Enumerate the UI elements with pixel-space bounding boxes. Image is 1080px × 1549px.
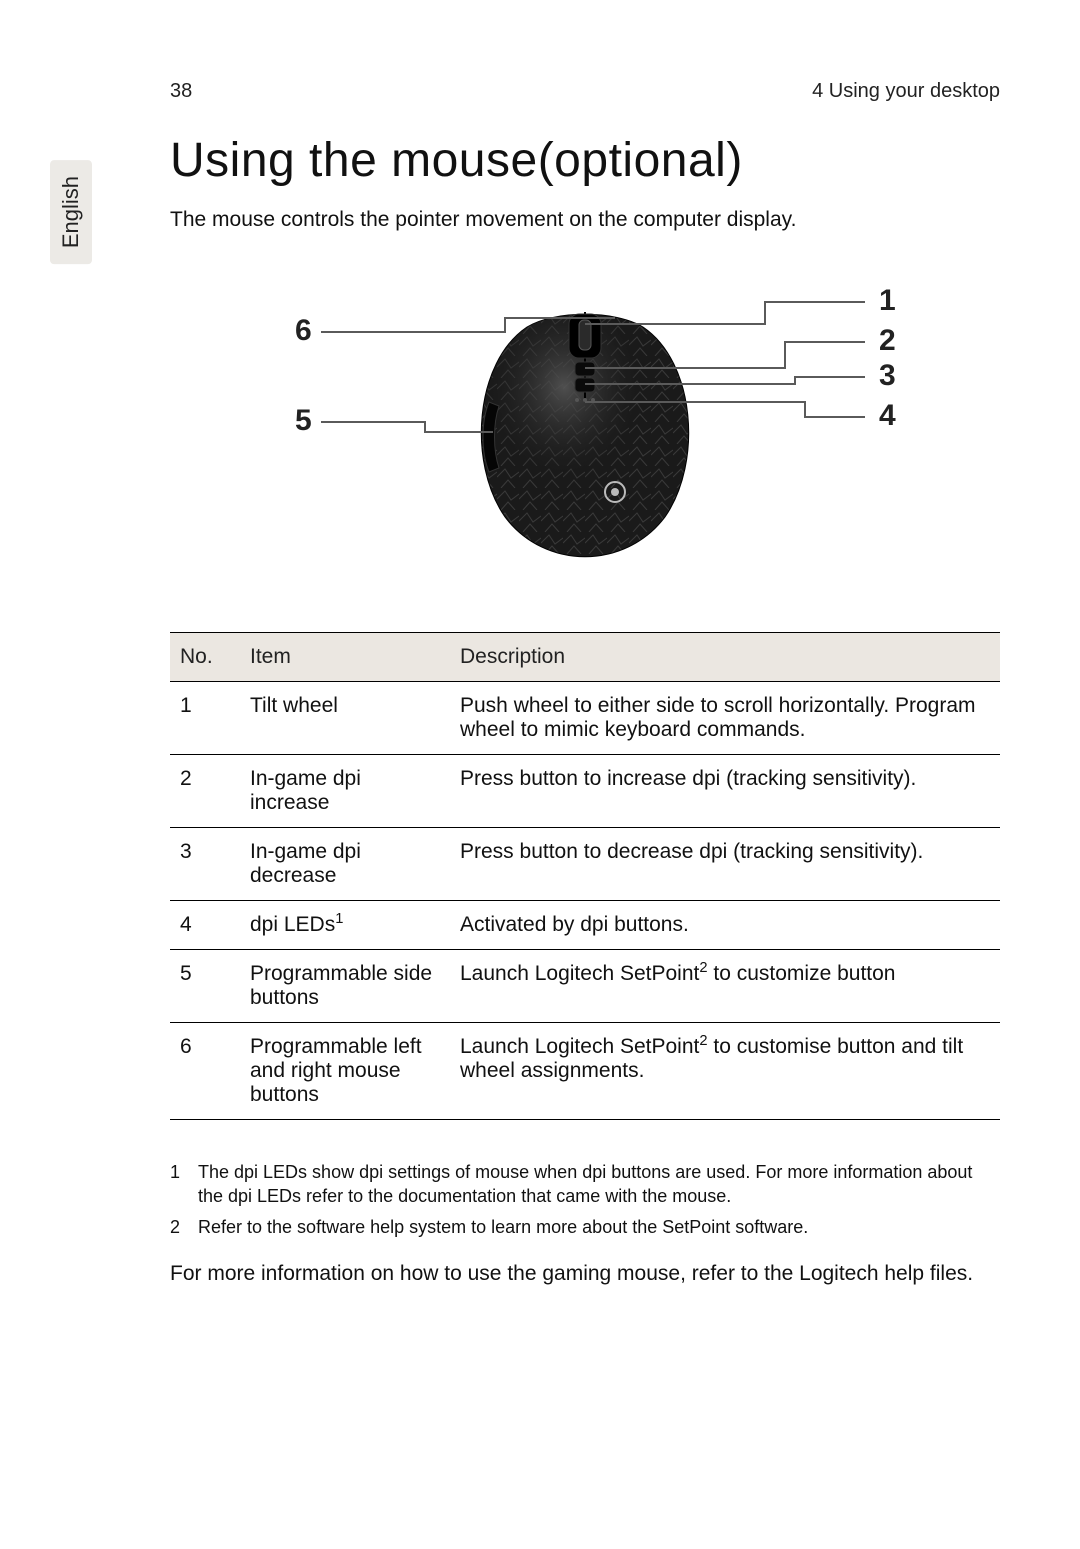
footnote-text: The dpi LEDs show dpi settings of mouse …	[198, 1160, 1000, 1209]
footnote: 2 Refer to the software help system to le…	[170, 1215, 1000, 1239]
cell-desc: Launch Logitech SetPoint2 to customize b…	[450, 950, 1000, 1023]
cell-no: 1	[170, 682, 240, 755]
table-row: 4dpi LEDs1Activated by dpi buttons.	[170, 901, 1000, 950]
cell-no: 6	[170, 1023, 240, 1120]
cell-desc: Launch Logitech SetPoint2 to customise b…	[450, 1023, 1000, 1120]
closing-text: For more information on how to use the g…	[170, 1259, 1000, 1288]
cell-item: Programmable side buttons	[240, 950, 450, 1023]
svg-text:2: 2	[879, 324, 896, 357]
cell-no: 4	[170, 901, 240, 950]
footnote-number: 1	[170, 1160, 188, 1209]
svg-text:5: 5	[295, 404, 312, 437]
cell-item: Programmable left and right mouse button…	[240, 1023, 450, 1120]
table-row: 5Programmable side buttonsLaunch Logitec…	[170, 950, 1000, 1023]
table-header-row: No. Item Description	[170, 633, 1000, 682]
cell-no: 3	[170, 828, 240, 901]
intro-text: The mouse controls the pointer movement …	[170, 208, 1000, 232]
table-row: 2In-game dpi increasePress button to inc…	[170, 755, 1000, 828]
cell-item: dpi LEDs1	[240, 901, 450, 950]
table-row: 6Programmable left and right mouse butto…	[170, 1023, 1000, 1120]
cell-no: 5	[170, 950, 240, 1023]
footnote-number: 2	[170, 1215, 188, 1239]
svg-text:4: 4	[879, 399, 896, 432]
footnote-text: Refer to the software help system to lea…	[198, 1215, 808, 1239]
col-header-desc: Description	[450, 633, 1000, 682]
mouse-diagram: 1 23 4 6 5	[170, 272, 1000, 572]
svg-text:1: 1	[879, 284, 896, 317]
footnote: 1The dpi LEDs show dpi settings of mouse…	[170, 1160, 1000, 1209]
cell-desc: Press button to decrease dpi (tracking s…	[450, 828, 1000, 901]
cell-desc: Press button to increase dpi (tracking s…	[450, 755, 1000, 828]
col-header-no: No.	[170, 633, 240, 682]
footnotes: 1The dpi LEDs show dpi settings of mouse…	[170, 1160, 1000, 1239]
cell-desc: Activated by dpi buttons.	[450, 901, 1000, 950]
chapter-title: 4 Using your desktop	[812, 80, 1000, 103]
table-row: 3In-game dpi decreasePress button to dec…	[170, 828, 1000, 901]
table-row: 1Tilt wheelPush wheel to either side to …	[170, 682, 1000, 755]
cell-item: Tilt wheel	[240, 682, 450, 755]
cell-desc: Push wheel to either side to scroll hori…	[450, 682, 1000, 755]
cell-item: In-game dpi increase	[240, 755, 450, 828]
language-tab: English	[50, 160, 92, 264]
page-number: 38	[170, 80, 192, 103]
svg-text:6: 6	[295, 314, 312, 347]
col-header-item: Item	[240, 633, 450, 682]
page-header: 38 4 Using your desktop	[170, 80, 1000, 103]
cell-no: 2	[170, 755, 240, 828]
document-page: English 38 4 Using your desktop Using th…	[0, 0, 1080, 1549]
cell-item: In-game dpi decrease	[240, 828, 450, 901]
svg-text:3: 3	[879, 359, 896, 392]
parts-table: No. Item Description 1Tilt wheelPush whe…	[170, 632, 1000, 1120]
page-title: Using the mouse(optional)	[170, 133, 1000, 188]
